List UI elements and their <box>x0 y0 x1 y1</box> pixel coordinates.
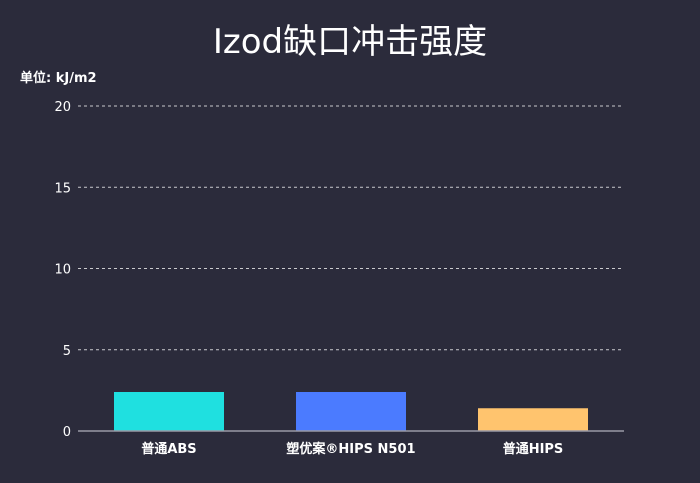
chart-title: Izod缺口冲击强度 <box>212 22 488 62</box>
unit-label: 单位: kJ/m2 <box>20 71 97 86</box>
y-tick-label: 0 <box>63 425 71 440</box>
y-tick-label: 10 <box>54 263 71 278</box>
y-tick-label: 5 <box>63 344 71 359</box>
y-tick-label: 20 <box>54 100 71 115</box>
x-tick-label: 塑优案®HIPS N501 <box>286 441 415 457</box>
x-tick-label: 普通HIPS <box>503 441 564 457</box>
bar <box>478 408 588 431</box>
bar <box>296 392 406 431</box>
x-tick-label: 普通ABS <box>141 441 196 457</box>
bar <box>114 392 224 431</box>
y-tick-label: 15 <box>54 181 71 196</box>
